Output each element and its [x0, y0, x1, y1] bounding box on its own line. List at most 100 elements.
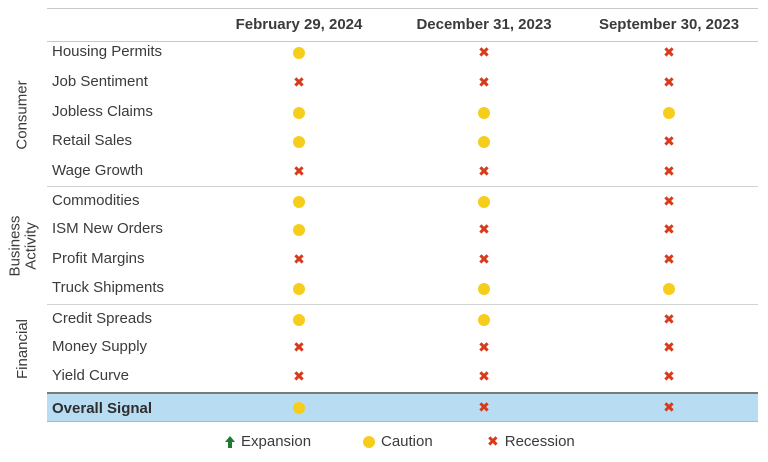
- red-x-icon: ✖: [663, 163, 675, 180]
- indicator-label: Money Supply: [52, 338, 148, 355]
- red-x-icon: ✖: [663, 251, 675, 268]
- signal-cell: [292, 187, 306, 216]
- signal-cell: ✖: [292, 362, 306, 391]
- table-row: Retail Sales ✖: [47, 127, 758, 156]
- table-row: Money Supply ✖ ✖ ✖: [47, 333, 758, 362]
- signal-cell: ✖: [662, 333, 676, 362]
- red-x-icon: ✖: [663, 400, 675, 416]
- table-row: Housing Permits ✖ ✖: [47, 38, 758, 67]
- group-label-financial: Financial: [14, 318, 31, 379]
- yellow-dot-icon: [293, 135, 305, 148]
- table-row: Wage Growth ✖ ✖ ✖: [47, 157, 758, 186]
- indicator-label: Profit Margins: [52, 250, 145, 267]
- yellow-dot-icon: [293, 402, 305, 414]
- yellow-dot-icon: [293, 313, 305, 326]
- signal-cell: ✖: [477, 362, 491, 391]
- signal-cell: [292, 38, 306, 67]
- signal-cell: ✖: [292, 245, 306, 274]
- signal-cell: [292, 127, 306, 156]
- overall-signal-label: Overall Signal: [52, 400, 153, 417]
- yellow-dot-icon: [293, 195, 305, 208]
- red-x-icon: ✖: [478, 251, 490, 268]
- table-header: February 29, 2024 December 31, 2023 Sept…: [47, 8, 758, 42]
- signal-cell: [477, 274, 491, 303]
- red-x-icon: ✖: [293, 74, 305, 91]
- red-x-icon: ✖: [478, 74, 490, 91]
- yellow-dot-icon: [478, 195, 490, 208]
- table-row: Jobless Claims: [47, 98, 758, 127]
- red-x-icon: ✖: [478, 44, 490, 61]
- indicator-label: Yield Curve: [52, 367, 129, 384]
- up-arrow-icon: [225, 435, 235, 448]
- signal-cell: [477, 305, 491, 334]
- signal-cell: ✖: [292, 333, 306, 362]
- signal-cell: ✖: [477, 215, 491, 244]
- red-x-icon: ✖: [663, 133, 675, 150]
- indicator-label: Truck Shipments: [52, 279, 164, 296]
- signal-cell: ✖: [477, 38, 491, 67]
- legend-recession: ✖ Recession: [487, 433, 575, 450]
- red-x-icon: ✖: [663, 368, 675, 385]
- signal-cell: ✖: [662, 38, 676, 67]
- column-header-dec-2023: December 31, 2023: [416, 16, 552, 33]
- table-row: Job Sentiment ✖ ✖ ✖: [47, 68, 758, 97]
- indicator-label: Housing Permits: [52, 43, 163, 60]
- red-x-icon: ✖: [293, 368, 305, 385]
- legend-caution: Caution: [363, 433, 433, 450]
- red-x-icon: ✖: [293, 251, 305, 268]
- indicator-label: Wage Growth: [52, 162, 144, 179]
- legend-caution-label: Caution: [381, 433, 433, 450]
- group-label-business-activity: Business Activity: [6, 215, 39, 277]
- red-x-icon: ✖: [663, 311, 675, 328]
- signal-cell: ✖: [662, 157, 676, 186]
- indicator-label: ISM New Orders: [52, 220, 163, 237]
- signal-cell: [477, 98, 491, 127]
- red-x-icon: ✖: [663, 74, 675, 91]
- red-x-icon: ✖: [478, 221, 490, 238]
- legend-expansion: Expansion: [225, 433, 311, 450]
- overall-signal-cell-2: ✖: [662, 394, 676, 422]
- indicator-label: Commodities: [52, 192, 140, 209]
- yellow-dot-icon: [663, 282, 675, 295]
- red-x-icon: ✖: [293, 163, 305, 180]
- yellow-dot-icon: [293, 282, 305, 295]
- signal-cell: ✖: [477, 333, 491, 362]
- table-row: Commodities ✖: [47, 186, 758, 215]
- signal-cell: ✖: [662, 215, 676, 244]
- column-header-feb-2024: February 29, 2024: [235, 16, 363, 33]
- yellow-dot-icon: [478, 313, 490, 326]
- yellow-dot-icon: [293, 223, 305, 236]
- signal-cell: [477, 187, 491, 216]
- table-row: Yield Curve ✖ ✖ ✖: [47, 362, 758, 391]
- signal-cell: ✖: [662, 305, 676, 334]
- signal-cell: [477, 127, 491, 156]
- yellow-dot-icon: [478, 282, 490, 295]
- signal-cell: ✖: [662, 68, 676, 97]
- signal-cell: ✖: [662, 362, 676, 391]
- yellow-dot-icon: [478, 135, 490, 148]
- table-row: Profit Margins ✖ ✖ ✖: [47, 245, 758, 274]
- red-x-icon: ✖: [478, 400, 490, 416]
- red-x-icon: ✖: [663, 339, 675, 356]
- group-label-consumer: Consumer: [14, 79, 32, 150]
- signal-cell: [662, 98, 676, 127]
- yellow-dot-icon: [363, 435, 375, 448]
- overall-signal-cell-1: ✖: [477, 394, 491, 422]
- signal-cell: ✖: [662, 187, 676, 216]
- signal-cell: ✖: [662, 245, 676, 274]
- signal-cell: ✖: [477, 245, 491, 274]
- legend: Expansion Caution ✖ Recession: [0, 433, 768, 453]
- indicator-label: Job Sentiment: [52, 73, 148, 90]
- signal-cell: ✖: [292, 68, 306, 97]
- signal-cell: [292, 215, 306, 244]
- red-x-icon: ✖: [663, 44, 675, 61]
- overall-signal-cell-0: [292, 394, 306, 422]
- red-x-icon: ✖: [487, 433, 499, 450]
- red-x-icon: ✖: [663, 193, 675, 210]
- yellow-dot-icon: [293, 46, 305, 59]
- yellow-dot-icon: [478, 106, 490, 119]
- column-header-sep-2023: September 30, 2023: [598, 16, 740, 33]
- signal-cell: [662, 274, 676, 303]
- signal-cell: ✖: [477, 157, 491, 186]
- signal-cell: [292, 305, 306, 334]
